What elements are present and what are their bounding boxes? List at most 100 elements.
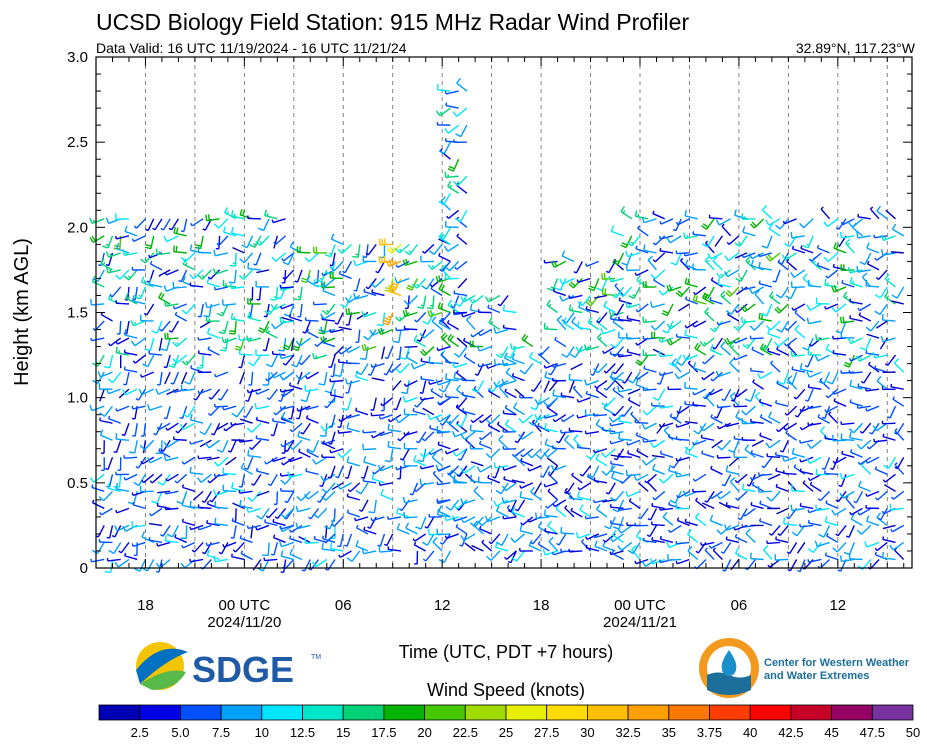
wind-barb (279, 316, 294, 324)
wind-barb (560, 392, 575, 399)
wind-barb (848, 354, 863, 362)
wind-barb (766, 320, 781, 331)
wind-barb (872, 351, 888, 359)
wind-barb (368, 499, 377, 514)
wind-barb (229, 320, 237, 335)
wind-barb (124, 552, 138, 561)
wind-barb (123, 320, 130, 335)
wind-barb (692, 401, 707, 407)
wind-barb (304, 537, 319, 544)
wind-barb (230, 525, 237, 539)
wind-barb (641, 216, 657, 224)
wind-barb (160, 525, 171, 537)
wind-barb (564, 435, 575, 450)
wind-barb (726, 235, 740, 245)
wind-barb (611, 550, 624, 561)
wind-barb (232, 541, 245, 553)
wind-barb (874, 365, 888, 373)
wind-barb (452, 516, 468, 522)
wind-barb (445, 358, 459, 365)
wind-barb (342, 261, 353, 274)
wind-barb (802, 480, 814, 492)
wind-barb (767, 473, 781, 481)
wind-barb (248, 372, 254, 386)
wind-barb (329, 328, 344, 334)
wind-barb (511, 353, 525, 365)
wind-barb (108, 542, 122, 555)
wind-barb (807, 520, 822, 527)
wind-barb (377, 533, 386, 547)
legend-swatch (749, 704, 792, 721)
wind-barb (742, 337, 756, 349)
wind-barb (164, 269, 179, 276)
wind-barb (123, 328, 138, 339)
wind-barb (417, 295, 427, 309)
wind-barb (865, 350, 880, 356)
wind-barb (396, 346, 402, 361)
wind-barb (99, 507, 113, 516)
wind-barb (271, 456, 286, 463)
wind-barb (626, 315, 641, 322)
wind-barb (324, 244, 336, 258)
wind-barb (784, 320, 798, 331)
wind-barb (244, 457, 254, 470)
wind-barb (255, 388, 270, 395)
wind-barb (403, 294, 418, 306)
wind-barb (568, 304, 583, 314)
wind-barb (549, 465, 559, 477)
wind-barb (456, 77, 468, 92)
wind-barb (772, 269, 781, 283)
wind-barb (745, 256, 756, 271)
wind-barb (666, 284, 682, 292)
wind-barb (749, 218, 765, 229)
wind-barb (493, 327, 509, 334)
wind-barb (650, 320, 666, 331)
wind-barb (247, 490, 262, 502)
wind-barb (223, 207, 237, 220)
wind-barb (577, 321, 591, 331)
wind-barb (651, 331, 665, 339)
wind-barb (649, 301, 665, 309)
wind-barb (307, 439, 320, 453)
wind-barb (831, 285, 847, 293)
wind-barb (437, 302, 451, 314)
wind-barb (281, 411, 295, 424)
wind-barb (635, 354, 649, 367)
wind-barb (321, 482, 336, 494)
wind-barb (180, 525, 188, 540)
wind-barb (647, 255, 658, 271)
wind-barb (361, 547, 377, 555)
wind-barb (413, 454, 426, 467)
wind-barb (221, 299, 237, 307)
wind-barb (808, 542, 822, 554)
wind-barb (760, 303, 773, 317)
wind-barb (456, 233, 468, 245)
wind-barb (426, 295, 435, 310)
wind-barb (288, 382, 303, 390)
wind-barb (174, 311, 188, 322)
wind-barb (575, 532, 591, 539)
wind-barb (568, 380, 575, 394)
wind-barb (329, 378, 344, 383)
wind-barb (537, 541, 550, 552)
wind-barb (593, 477, 608, 484)
wind-barb (774, 554, 789, 561)
wind-barb (701, 235, 715, 248)
wind-barb (734, 388, 748, 398)
legend-label: 17.5 (371, 725, 396, 740)
wind-barb (821, 457, 831, 470)
wind-barb (439, 312, 451, 323)
wind-barb (882, 536, 896, 544)
wind-barb (362, 443, 377, 451)
wind-barb (617, 353, 632, 358)
legend-label: 7.5 (212, 725, 230, 740)
wind-barb (642, 439, 657, 443)
wind-barb (810, 256, 822, 271)
wind-barb (762, 545, 773, 560)
wind-barb (184, 371, 196, 385)
wind-barb (139, 485, 154, 493)
wind-barb (768, 291, 781, 305)
wind-barb (383, 363, 394, 376)
wind-barb (603, 363, 616, 374)
wind-barb (865, 279, 880, 288)
